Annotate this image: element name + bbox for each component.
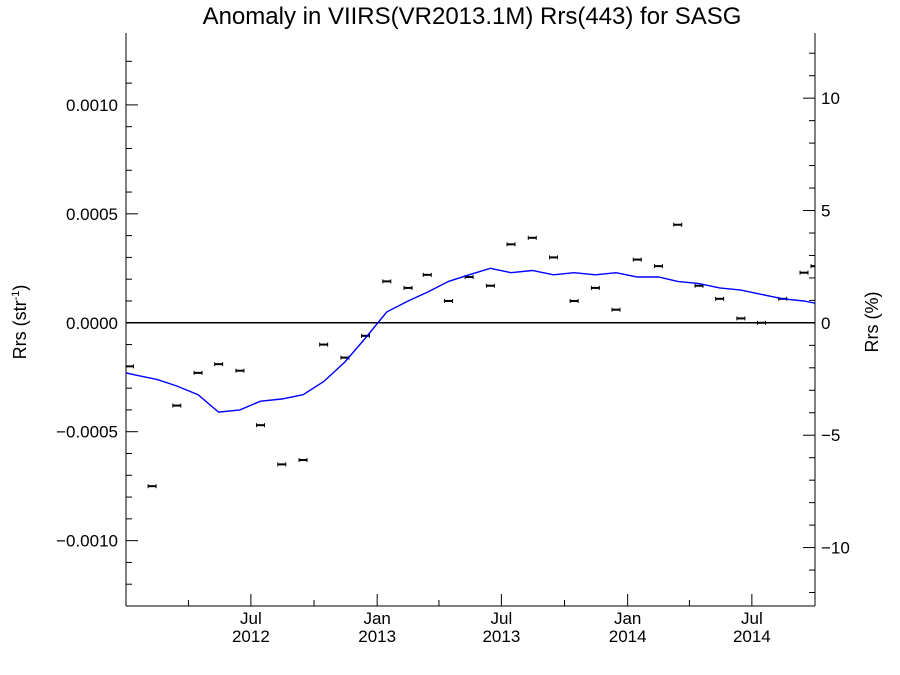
x-tick-label-month: Jul [491, 609, 513, 628]
x-tick-label-year: 2013 [482, 627, 520, 646]
y-tick-label-right: 5 [821, 202, 830, 221]
x-tick-label-year: 2013 [358, 627, 396, 646]
data-point [298, 458, 308, 463]
y-axis-label-left: Rrs (str-1) [10, 285, 30, 360]
labels-group: Rrs (str-1) Rrs (%) [10, 285, 882, 360]
y-tick-label-left: −0.0010 [56, 532, 118, 551]
data-point [810, 264, 815, 269]
data-point [361, 333, 371, 338]
data-point [715, 296, 725, 301]
data-point [590, 285, 600, 290]
x-tick-label-month: Jul [240, 609, 262, 628]
axes-group: −0.0010 −0.0005 0.0000 0.0005 0.0010 −10 −5 0 5 1… [56, 33, 850, 646]
y-axis-label-right: Rrs (%) [862, 292, 882, 353]
data-point [277, 462, 287, 467]
x-tick-label-month: Jul [741, 609, 763, 628]
y-tick-label-right: −10 [821, 539, 850, 558]
x-tick-label-year: 2014 [733, 627, 771, 646]
data-point [569, 298, 579, 303]
data-point [126, 364, 134, 369]
data-point [172, 403, 182, 408]
x-tick-label-year: 2014 [609, 627, 647, 646]
data-point [506, 242, 516, 247]
data-point [382, 279, 392, 284]
x-tick-label-month: Jan [614, 609, 641, 628]
y-tick-label-right: 10 [821, 89, 840, 108]
data-point [611, 307, 621, 312]
data-point [422, 272, 432, 277]
x-tick-label-year: 2012 [232, 627, 270, 646]
y-tick-label-right: −5 [821, 426, 840, 445]
data-point [527, 235, 537, 240]
y-tick-label-right: 0 [821, 314, 830, 333]
data-group [126, 222, 815, 489]
x-tick-label-month: Jan [363, 609, 390, 628]
y-tick-label-left: −0.0005 [56, 423, 118, 442]
data-point [319, 342, 329, 347]
data-point [147, 484, 157, 489]
data-point [654, 264, 664, 269]
data-point [549, 255, 559, 260]
y-tick-label-left: 0.0005 [66, 205, 118, 224]
data-point [256, 423, 266, 428]
data-point [235, 368, 245, 373]
data-point [444, 298, 454, 303]
data-point [756, 320, 766, 325]
data-point [485, 283, 495, 288]
data-point [632, 257, 642, 262]
y-tick-label-left: 0.0010 [66, 96, 118, 115]
data-point [673, 222, 683, 227]
data-point [193, 370, 203, 375]
chart-title: Anomaly in VIIRS(VR2013.1M) Rrs(443) for… [203, 3, 742, 30]
data-point [799, 270, 809, 275]
mean-anomaly-line [126, 267, 815, 413]
data-point [736, 316, 746, 321]
y-tick-label-left: 0.0000 [66, 314, 118, 333]
data-point [403, 285, 413, 290]
data-point [214, 362, 224, 367]
